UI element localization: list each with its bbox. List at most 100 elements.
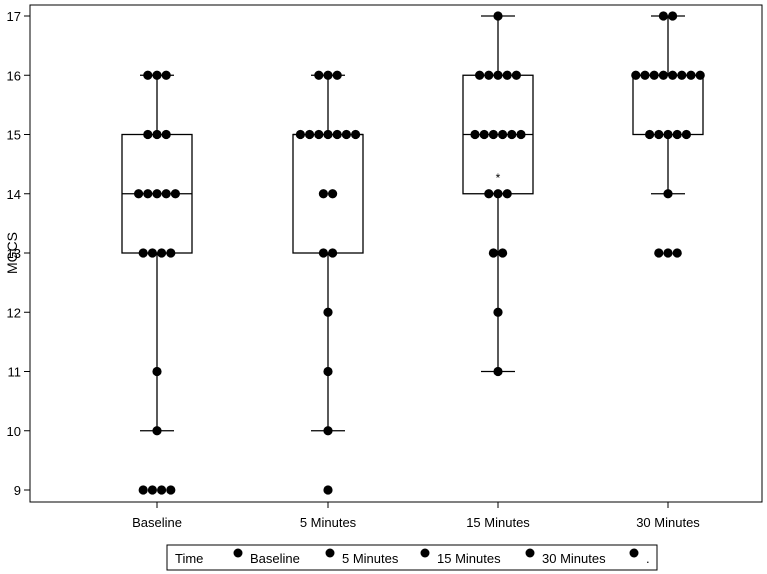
data-point [493,70,503,80]
box-5-minutes [292,74,364,432]
data-point [161,70,171,80]
data-point [295,129,305,140]
data-point [654,129,664,140]
y-tick-label: 12 [7,305,21,320]
y-tick-label: 15 [7,128,21,143]
data-point [152,70,162,80]
data-point [511,70,521,80]
iqr-box [292,133,364,254]
data-point [484,189,494,199]
legend-marker [525,548,535,558]
data-point [161,129,171,140]
data-point [328,248,338,258]
data-point [498,129,508,140]
data-point [351,129,361,140]
data-point [157,248,167,258]
data-point [305,129,315,140]
boxes: * [121,15,704,432]
data-point [640,70,650,80]
legend-label: Baseline [250,551,300,566]
data-points [134,11,705,495]
data-point [668,70,678,80]
data-point [502,70,512,80]
data-point [493,11,503,21]
data-point [318,189,328,199]
data-point [507,129,517,140]
legend-title: Time [175,551,203,566]
data-point [323,307,333,317]
legend-label: 30 Minutes [542,551,606,566]
mean-marker: * [496,171,501,185]
x-tick-label: 15 Minutes [466,515,530,530]
data-point [143,189,153,199]
data-point [649,70,659,80]
legend-label: . [646,551,650,566]
data-point [645,129,655,140]
data-point [663,248,673,258]
box-baseline [121,74,193,432]
data-point [138,248,148,258]
data-point [663,189,673,199]
data-point [654,248,664,258]
legend-marker [233,548,243,558]
data-point [488,248,498,258]
data-point [143,70,153,80]
legend-label: 5 Minutes [342,551,399,566]
x-axis: Baseline 5 Minutes 15 Minutes 30 Minutes [132,502,700,530]
legend-marker [629,548,639,558]
data-point [152,189,162,199]
y-tick-label: 9 [14,483,21,498]
data-point [170,189,180,199]
data-point [314,70,324,80]
data-point [134,189,144,199]
data-point [318,248,328,258]
data-point [672,248,682,258]
data-point [143,129,153,140]
y-tick-label: 13 [7,246,21,261]
data-point [323,70,333,80]
data-point [152,426,162,436]
data-point [166,485,176,495]
data-point [323,426,333,436]
y-tick-label: 16 [7,68,21,83]
data-point [147,248,157,258]
data-point [658,11,669,21]
y-tick-label: 14 [7,187,21,202]
data-point [502,189,512,199]
data-point [161,189,171,199]
legend-label: 15 Minutes [437,551,501,566]
legend-marker [325,548,335,558]
legend-frame [166,544,658,571]
data-point [695,70,705,80]
data-point [677,70,687,80]
data-point [658,70,669,80]
iqr-box [632,74,704,136]
data-point [147,485,157,495]
data-point [166,248,176,258]
data-point [475,70,485,80]
data-point [516,129,526,140]
x-tick-label: Baseline [132,515,182,530]
legend: Time Baseline 5 Minutes 15 Minutes 30 Minut… [166,544,658,571]
data-point [152,366,162,377]
data-point [663,129,673,140]
data-point [323,129,333,140]
data-point [493,366,503,377]
data-point [323,485,333,495]
data-point [332,129,342,140]
data-point [470,129,480,140]
x-tick-label: 5 Minutes [300,515,357,530]
data-point [152,129,162,140]
y-axis-label: MGCS [4,232,20,274]
data-point [672,129,682,140]
y-tick-label: 10 [7,424,21,439]
data-point [138,485,148,495]
y-tick-label: 17 [7,9,21,24]
data-point [332,70,342,80]
data-point [323,366,333,377]
data-point [484,70,494,80]
data-point [493,307,503,317]
x-tick-label: 30 Minutes [636,515,700,530]
data-point [328,189,338,199]
